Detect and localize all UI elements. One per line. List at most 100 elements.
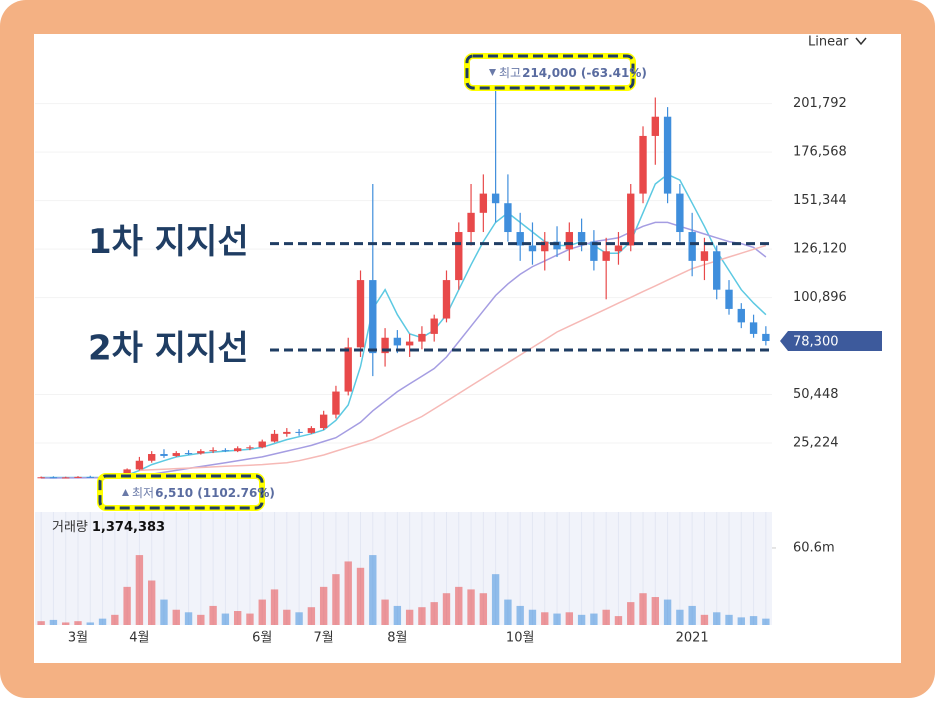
note-text: 최저6,510 (1102.76%) xyxy=(132,486,275,500)
candle-body xyxy=(307,428,316,433)
volume-bar xyxy=(590,613,598,625)
note-prefix: 최저 xyxy=(132,486,154,500)
volume-bar xyxy=(356,567,365,625)
candle-body xyxy=(713,251,721,290)
candle-body xyxy=(639,135,647,194)
candle-body xyxy=(74,476,82,478)
note-value: 6,510 (1102.76%) xyxy=(155,486,275,500)
candle-body xyxy=(295,431,303,433)
y-tick-label: 201,792 xyxy=(793,96,847,111)
volume-bar xyxy=(516,605,524,625)
x-tick-label: 2021 xyxy=(676,631,709,646)
y-tick-label: 50,448 xyxy=(793,387,839,402)
volume-bar xyxy=(332,574,340,625)
volume-bar xyxy=(319,586,328,625)
candle-body xyxy=(332,391,340,415)
price-tag xyxy=(780,331,882,352)
volume-bar xyxy=(713,612,721,625)
candle-body xyxy=(356,280,365,348)
candle-body xyxy=(749,322,758,334)
candle-body xyxy=(455,232,463,281)
note-box-dash xyxy=(465,54,635,90)
volume-bar xyxy=(135,555,144,625)
volume-bar xyxy=(737,617,745,625)
volume-label: 거래량 1,374,383 xyxy=(52,520,165,535)
scale-selector[interactable]: Linear xyxy=(808,35,849,50)
support-label: 2차 지지선 xyxy=(88,329,249,369)
volume-bar xyxy=(405,609,414,625)
volume-pane xyxy=(35,512,772,625)
candle-body xyxy=(737,308,745,323)
volume-bar xyxy=(86,622,94,625)
candle-body xyxy=(197,451,205,454)
volume-bar xyxy=(49,619,58,625)
candle-body xyxy=(405,341,414,346)
candle-body xyxy=(700,251,709,261)
note-prefix: 최고 xyxy=(499,66,521,80)
volume-bar xyxy=(577,614,586,625)
volume-bar xyxy=(602,609,610,625)
volume-bar xyxy=(111,614,119,625)
candle-body xyxy=(541,241,549,252)
y-tick-label: 100,896 xyxy=(793,290,847,305)
candle-body xyxy=(344,347,352,392)
volume-bar xyxy=(98,618,107,625)
candle-body xyxy=(283,431,291,434)
moving-average xyxy=(41,221,767,479)
volume-bar xyxy=(184,612,193,625)
volume-bar xyxy=(639,593,647,625)
candle-body xyxy=(37,477,45,479)
candle-body xyxy=(602,251,610,261)
candle-body xyxy=(516,232,524,246)
volume-bar xyxy=(565,612,574,625)
volume-bar xyxy=(627,602,635,625)
volume-bar xyxy=(541,612,549,625)
candle-body xyxy=(688,232,696,261)
candle-body xyxy=(651,116,659,136)
volume-bar xyxy=(614,616,623,625)
y-tick-label: 25,224 xyxy=(793,436,839,451)
x-tick-label: 7월 xyxy=(314,631,334,646)
candle-body xyxy=(577,232,586,242)
volume-value: 1,374,383 xyxy=(92,520,165,535)
y-tick-label: 126,120 xyxy=(793,242,847,257)
candle-body xyxy=(418,333,426,342)
candle-body xyxy=(233,448,242,452)
volume-bar xyxy=(663,599,672,625)
candle-body xyxy=(430,318,438,334)
candle-body xyxy=(184,453,193,455)
volume-bar xyxy=(74,621,82,625)
volume-title: 거래량 xyxy=(52,520,88,535)
volume-bar xyxy=(62,622,70,625)
volume-bar xyxy=(479,593,488,625)
volume-bar xyxy=(676,609,684,625)
volume-bar xyxy=(369,555,377,625)
volume-bar xyxy=(123,586,131,625)
candle-body xyxy=(663,116,672,194)
candle-body xyxy=(393,337,402,346)
volume-bar xyxy=(455,586,463,625)
x-tick-label: 3월 xyxy=(68,631,88,646)
volume-bar xyxy=(749,616,758,625)
candle-body xyxy=(369,280,377,354)
candle-body xyxy=(725,289,733,309)
price-tag-label: 78,300 xyxy=(793,335,839,350)
x-tick-label: 10월 xyxy=(506,631,535,646)
x-tick-label: 4월 xyxy=(129,631,149,646)
candle-body xyxy=(160,454,168,456)
candle-body xyxy=(528,245,537,252)
candle-body xyxy=(123,469,131,475)
volume-bar xyxy=(344,561,352,625)
volume-bar xyxy=(762,618,770,625)
volume-bar xyxy=(172,609,180,625)
volume-bar xyxy=(246,613,254,625)
candle-body xyxy=(62,477,70,479)
volume-bar xyxy=(160,599,168,625)
volume-bar xyxy=(270,589,279,625)
note-icon xyxy=(489,69,496,76)
volume-bar xyxy=(504,599,512,625)
moving-average xyxy=(41,173,767,479)
note-icon xyxy=(122,489,129,496)
volume-bar xyxy=(442,593,451,625)
